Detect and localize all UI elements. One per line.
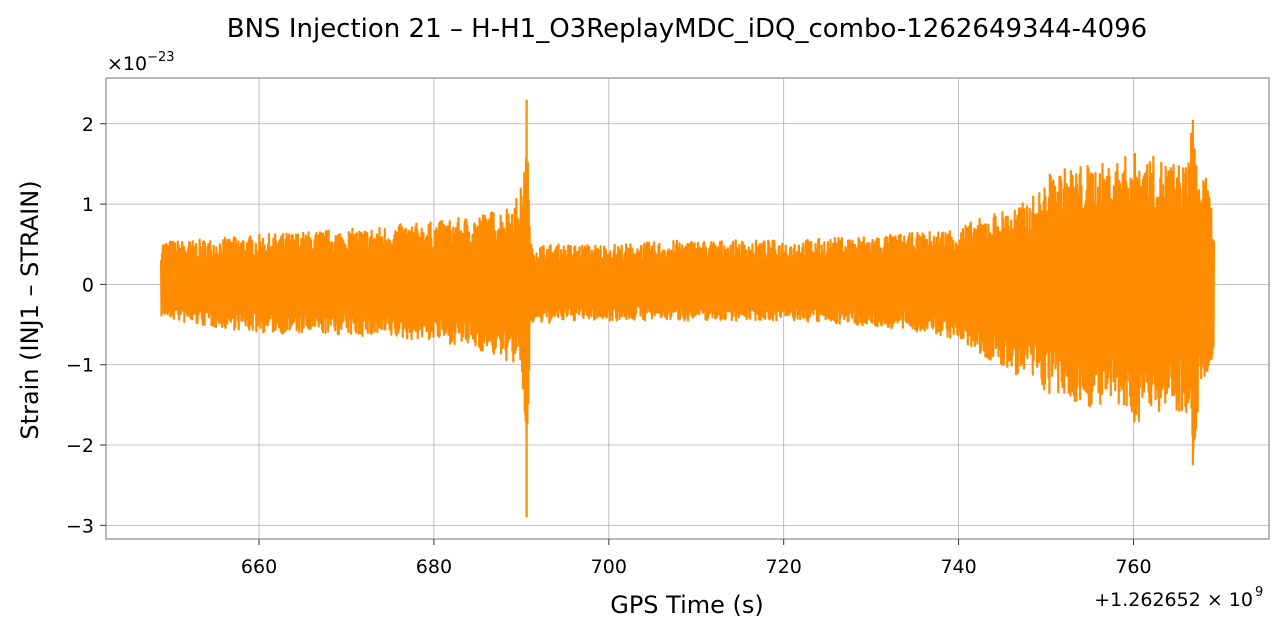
x-tick-label: 660 <box>241 556 277 578</box>
y-tick-label: −1 <box>66 355 94 377</box>
y-multiplier-base: ×10 <box>107 53 147 75</box>
series-strain <box>159 99 1216 518</box>
y-multiplier: ×10−23 <box>107 50 175 75</box>
plot-frame <box>105 77 1270 540</box>
x-tick-label: 740 <box>940 556 976 578</box>
y-multiplier-exp: −23 <box>147 50 174 65</box>
x-axis-label: GPS Time (s) <box>610 591 764 619</box>
x-offset-exponent: 9 <box>1255 585 1263 600</box>
x-tick-label: 680 <box>416 556 452 578</box>
x-offset-label: +1.262652 × 10 <box>1094 589 1253 611</box>
y-tick-label: −2 <box>66 435 94 457</box>
y-tick-label: 0 <box>82 274 94 296</box>
y-tick-label: 1 <box>82 194 94 216</box>
x-tick-label: 720 <box>766 556 802 578</box>
y-tick-label: 2 <box>82 114 94 136</box>
y-tick-label: −3 <box>66 515 94 537</box>
x-offset-base: +1.262652 × 10 <box>1094 589 1253 611</box>
y-axis-label: Strain (INJ1 – STRAIN) <box>16 180 44 439</box>
chart-title: BNS Injection 21 – H-H1_O3ReplayMDC_iDQ_… <box>227 14 1147 44</box>
x-tick-label: 700 <box>591 556 627 578</box>
axis-ticks: 660 680 700 720 740 760 2 1 0 −1 −2 −3 <box>66 114 1152 578</box>
strain-line <box>159 99 1216 518</box>
x-tick-label: 760 <box>1115 556 1151 578</box>
